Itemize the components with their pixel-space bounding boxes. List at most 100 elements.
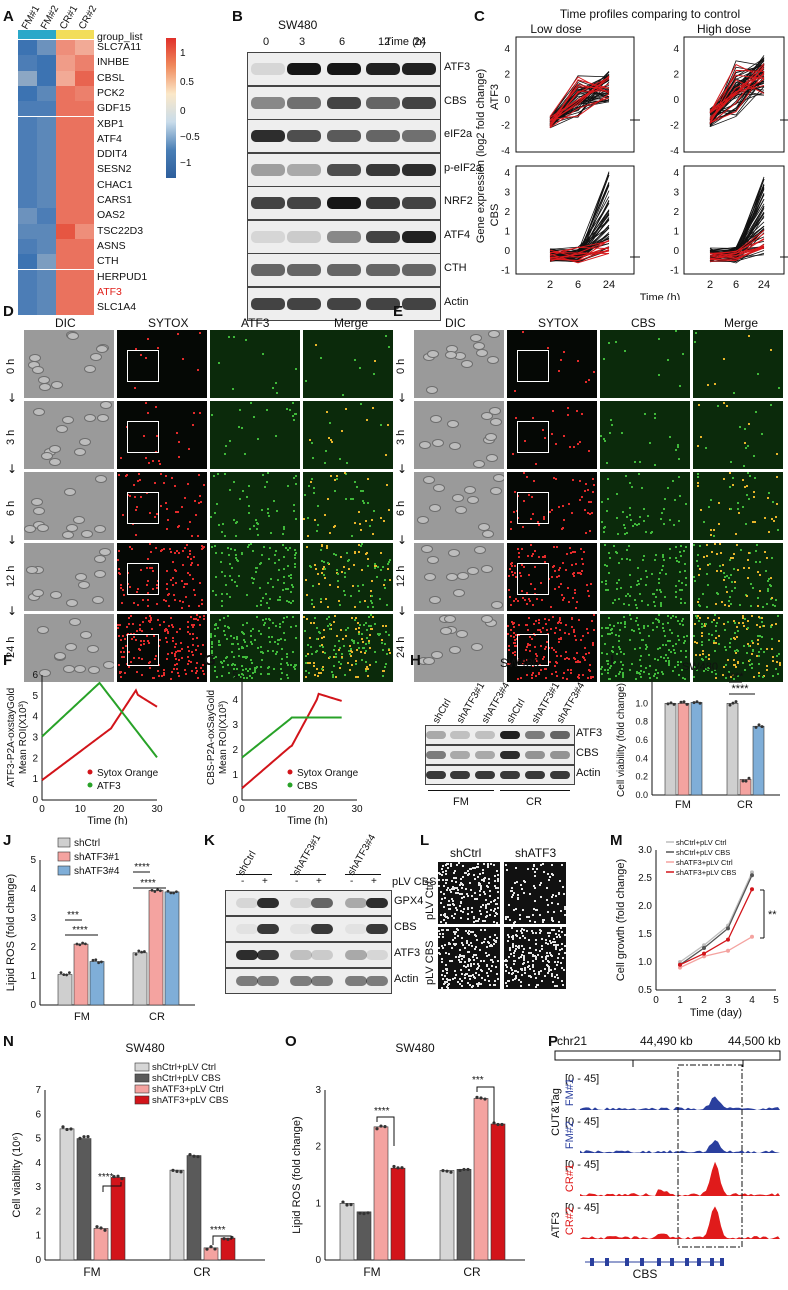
cell-dot — [489, 900, 492, 903]
signal-dot — [697, 553, 700, 556]
data-point — [362, 1212, 366, 1216]
reporter-series-line — [41, 681, 158, 758]
signal-dot — [249, 543, 252, 546]
signal-dot — [197, 645, 200, 648]
signal-dot — [509, 663, 512, 666]
signal-dot — [185, 672, 188, 675]
signal-dot — [653, 674, 656, 677]
signal-dot — [155, 546, 158, 549]
heatmap-cell — [37, 162, 56, 178]
cell-dot — [506, 940, 509, 943]
signal-dot — [331, 671, 334, 673]
signal-dot — [522, 472, 525, 474]
x-tick: 4 — [749, 995, 755, 1006]
signal-dot — [210, 642, 213, 645]
signal-dot — [710, 671, 713, 674]
signal-dot — [606, 626, 609, 629]
signal-dot — [582, 550, 585, 553]
signal-dot — [537, 556, 540, 559]
cell-outline — [440, 626, 453, 635]
signal-dot — [277, 578, 280, 581]
data-point — [116, 1174, 120, 1178]
x-axis-label: Time (h) — [87, 815, 128, 825]
cbs-micro-image-tile — [600, 543, 690, 611]
signal-dot — [758, 616, 761, 619]
signal-dot — [716, 404, 719, 407]
panel-letter-b: B — [232, 8, 243, 25]
profile-line — [549, 250, 610, 259]
signal-dot — [197, 564, 200, 567]
bar — [132, 952, 148, 1006]
signal-dot — [512, 626, 515, 629]
western-blot-strip — [425, 725, 575, 745]
signal-dot — [292, 415, 295, 418]
signal-dot — [120, 587, 123, 590]
significance-label: **** — [140, 878, 156, 889]
signal-dot — [365, 621, 367, 624]
signal-dot — [511, 620, 514, 623]
cbs-micro-image-tile — [600, 614, 690, 682]
track-name: FM#1 — [564, 1078, 576, 1106]
signal-dot — [178, 600, 181, 603]
cell-dot — [522, 891, 525, 894]
signal-dot — [636, 624, 639, 627]
signal-dot — [171, 637, 174, 640]
blot-band — [426, 771, 446, 779]
signal-dot — [685, 634, 688, 637]
signal-dot — [279, 663, 282, 666]
signal-dot — [238, 425, 241, 428]
signal-dot — [770, 576, 773, 579]
signal-dot — [517, 599, 520, 602]
track-range: [0 - 45] — [565, 1073, 599, 1085]
signal-dot — [260, 646, 263, 649]
signal-dot — [719, 551, 722, 554]
signal-dot — [193, 624, 195, 627]
signal-dot — [237, 575, 240, 578]
signal-dot — [122, 594, 125, 597]
signal-dot — [681, 619, 684, 622]
signal-dot — [620, 650, 623, 653]
growth-point — [702, 954, 706, 959]
signal-dot — [365, 552, 368, 555]
cell-dot — [473, 873, 476, 876]
cbs-micro-row-label: 6 h — [395, 500, 407, 516]
signal-dot — [667, 639, 670, 642]
signal-dot — [368, 664, 371, 667]
signal-dot — [683, 677, 686, 680]
heatmap-cell — [75, 177, 94, 193]
signal-dot — [721, 564, 724, 567]
signal-dot — [553, 665, 556, 668]
y-tick: -2 — [670, 121, 679, 132]
signal-dot — [372, 372, 375, 375]
cell-outline — [426, 556, 439, 565]
data-point — [86, 1134, 90, 1139]
signal-dot — [337, 639, 340, 642]
cell-dot — [529, 968, 532, 971]
signal-dot — [332, 526, 335, 529]
signal-dot — [662, 555, 664, 558]
signal-dot — [182, 564, 185, 567]
signal-dot — [642, 670, 645, 673]
signal-dot — [308, 439, 311, 442]
significance-label: **** — [72, 925, 88, 936]
signal-dot — [644, 666, 647, 669]
signal-dot — [746, 485, 749, 488]
signal-dot — [146, 580, 149, 583]
blot-band — [236, 976, 258, 986]
signal-dot — [591, 675, 594, 678]
cell-outline — [456, 571, 469, 580]
significance-label: ** — [768, 909, 777, 921]
y-tick: -4 — [670, 146, 679, 157]
cell-dot — [532, 953, 535, 956]
cell-dot — [450, 947, 453, 950]
signal-dot — [266, 481, 269, 484]
cell-dot — [487, 967, 490, 970]
signal-dot — [696, 669, 699, 672]
signal-dot — [770, 624, 773, 627]
bar — [473, 1098, 489, 1261]
cell-dot — [489, 908, 492, 911]
data-point — [134, 953, 138, 956]
cell-outline — [49, 444, 62, 453]
chart-title: Time profiles comparing to control — [560, 7, 740, 21]
cell-dot — [558, 880, 561, 883]
